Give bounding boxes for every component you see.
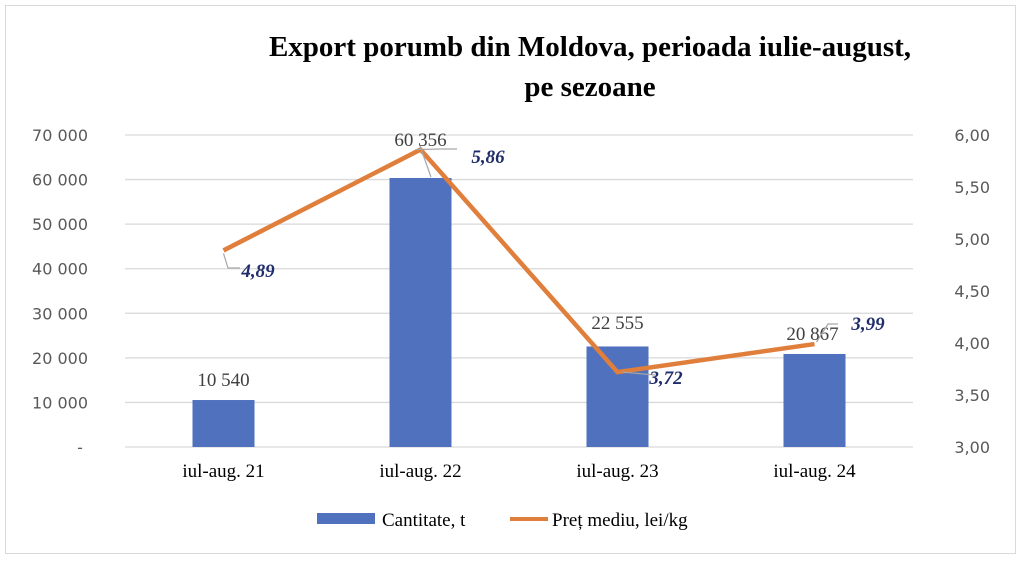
legend-label-quantity: Cantitate, t [382,510,466,531]
chart-frame [5,5,1016,554]
y-right-tick-label: 3,00 [954,438,990,457]
price-line [222,146,815,375]
x-tick-label: iul-aug. 23 [576,461,658,482]
leader-line [622,371,656,376]
line-data-label: 5,86 [471,147,505,168]
bar-quantity [586,346,649,447]
bar-data-label: 10 540 [197,370,249,391]
y-left-tick-label: 70 000 [32,126,88,145]
bar-quantity [783,353,846,447]
y-right-tick-label: 6,00 [954,126,990,145]
line-data-label: 4,89 [240,261,275,282]
leader-line [419,145,432,178]
bar-data-label: 20 867 [786,324,838,345]
bar-data-label: 60 356 [394,130,446,151]
leader-line [415,148,457,151]
y-left-tick-label: 50 000 [32,215,88,234]
y-left-tick-label: 60 000 [32,171,88,190]
y-left-tick-label: 30 000 [32,304,88,323]
leader-line [222,253,240,269]
leader-line [815,323,838,343]
line-data-label: 3,72 [648,368,683,389]
legend-label-price: Preț mediu, lei/kg [552,510,688,531]
line-data-label: 3,99 [850,314,885,335]
y-right-tick-label: 3,50 [954,386,990,405]
y-right-tick-label: 4,50 [954,282,990,301]
bar-data-label: 22 555 [591,313,643,334]
x-tick-label: iul-aug. 21 [182,461,264,482]
x-tick-label: iul-aug. 24 [773,461,856,482]
y-left-tick-label: - [77,438,83,457]
bar-quantity [192,400,255,447]
y-right-tick-label: 5,50 [954,178,990,197]
chart-title-line-1: Export porumb din Moldova, perioada iuli… [269,31,911,63]
y-right-tick-label: 5,00 [954,230,990,249]
chart-title-line-2: pe sezoane [524,71,655,103]
y-right-tick-label: 4,00 [954,334,990,353]
legend-bar-swatch [317,513,375,524]
x-tick-label: iul-aug. 22 [379,461,461,482]
y-left-tick-label: 10 000 [32,393,88,412]
bar-quantity [389,177,452,447]
y-left-tick-label: 40 000 [32,260,88,279]
legend: Cantitate, t Preț mediu, lei/kg [317,510,688,531]
y-left-tick-label: 20 000 [32,349,88,368]
